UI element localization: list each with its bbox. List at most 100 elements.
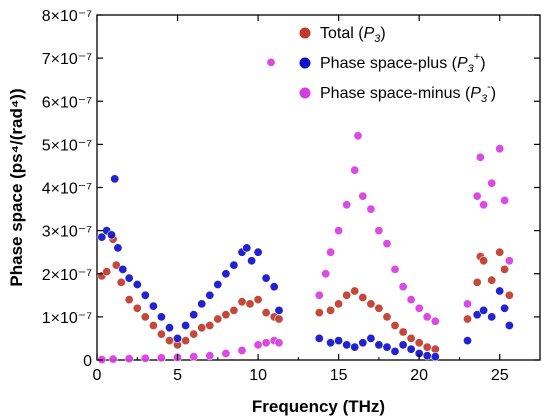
data-point xyxy=(342,290,352,300)
data-point xyxy=(156,312,166,322)
data-point xyxy=(350,165,360,175)
data-point xyxy=(124,354,134,364)
x-tick-label: 20 xyxy=(410,367,428,384)
data-point xyxy=(406,344,416,354)
data-point xyxy=(390,264,400,274)
data-point xyxy=(358,338,368,348)
data-point xyxy=(334,299,344,309)
y-tick-label: 7×10⁻⁷ xyxy=(42,51,92,68)
y-axis-label: Phase space (ps⁴/(rad⁴)) xyxy=(7,88,26,286)
series-2 xyxy=(97,174,514,362)
data-point xyxy=(472,191,482,201)
data-point xyxy=(261,273,271,283)
data-point xyxy=(382,239,392,249)
data-point xyxy=(213,279,223,289)
data-point xyxy=(334,226,344,236)
data-point xyxy=(504,290,514,300)
data-point xyxy=(374,303,384,313)
data-point xyxy=(472,277,482,287)
data-point xyxy=(398,327,408,337)
data-point xyxy=(462,314,472,324)
data-point xyxy=(479,305,489,315)
data-point xyxy=(495,144,505,154)
data-point xyxy=(140,312,150,322)
data-point xyxy=(350,286,360,296)
data-point xyxy=(504,320,514,330)
data-point xyxy=(422,312,432,322)
x-tick-label: 10 xyxy=(249,367,267,384)
data-point xyxy=(253,247,263,257)
data-point xyxy=(189,329,199,339)
data-point xyxy=(274,314,284,324)
y-tick-label: 8×10⁻⁷ xyxy=(42,8,92,25)
legend-item-1: Total (P3) xyxy=(299,25,386,45)
data-point xyxy=(487,275,497,285)
data-point xyxy=(462,299,472,309)
data-point xyxy=(366,299,376,309)
data-point xyxy=(406,295,416,305)
legend-label: Total (P3) xyxy=(320,25,386,45)
legend-item-2: Phase space-plus (P3+) xyxy=(299,51,486,75)
data-point xyxy=(247,256,257,266)
data-point xyxy=(253,340,263,350)
legend-marker xyxy=(299,57,311,69)
y-tick-label: 6×10⁻⁷ xyxy=(42,94,92,111)
data-point xyxy=(140,353,150,363)
data-point xyxy=(261,308,271,318)
x-tick-label: 5 xyxy=(173,367,182,384)
data-point xyxy=(221,348,231,358)
data-point xyxy=(366,333,376,343)
data-point xyxy=(213,314,223,324)
data-point xyxy=(350,342,360,352)
data-point xyxy=(475,152,485,162)
x-tick-label: 0 xyxy=(93,367,102,384)
data-point xyxy=(374,340,384,350)
data-point xyxy=(398,282,408,292)
data-point xyxy=(342,340,352,350)
data-point xyxy=(148,320,158,330)
data-point xyxy=(205,351,215,361)
data-point xyxy=(124,295,134,305)
data-point xyxy=(390,320,400,330)
data-point xyxy=(97,232,107,242)
data-point xyxy=(221,269,231,279)
data-point xyxy=(366,204,376,214)
data-point xyxy=(229,305,239,315)
data-point xyxy=(242,243,252,253)
data-point xyxy=(189,352,199,362)
data-point xyxy=(374,226,384,236)
data-point xyxy=(342,200,352,210)
data-point xyxy=(430,352,440,362)
series-1 xyxy=(97,234,514,354)
legend-label: Phase space-minus (P3-) xyxy=(320,81,496,105)
data-point xyxy=(422,342,432,352)
data-point xyxy=(237,345,247,355)
data-point xyxy=(140,290,150,300)
x-tick-label: 25 xyxy=(491,367,509,384)
data-point xyxy=(148,301,158,311)
legend-label: Phase space-plus (P3+) xyxy=(320,51,486,75)
data-point xyxy=(314,333,324,343)
data-point xyxy=(274,338,284,348)
data-point xyxy=(430,316,440,326)
data-point xyxy=(132,279,142,289)
legend: Total (P3) Phase space-plus (P3+) Phase sp… xyxy=(299,25,496,105)
data-point xyxy=(326,338,336,348)
y-tick-label: 1×10⁻⁷ xyxy=(42,310,92,327)
data-point xyxy=(116,277,126,287)
data-point xyxy=(111,260,121,270)
data-point xyxy=(314,308,324,318)
data-point xyxy=(113,243,123,253)
y-tick-label: 5×10⁻⁷ xyxy=(42,137,92,154)
data-point xyxy=(472,310,482,320)
data-point xyxy=(382,312,392,322)
data-point xyxy=(326,305,336,315)
data-point xyxy=(479,256,489,266)
data-point xyxy=(487,312,497,322)
legend-item-3: Phase space-minus (P3-) xyxy=(299,81,496,105)
data-point xyxy=(165,336,175,346)
data-point xyxy=(118,264,128,274)
data-point xyxy=(382,342,392,352)
data-point xyxy=(414,338,424,348)
data-point xyxy=(165,323,175,333)
